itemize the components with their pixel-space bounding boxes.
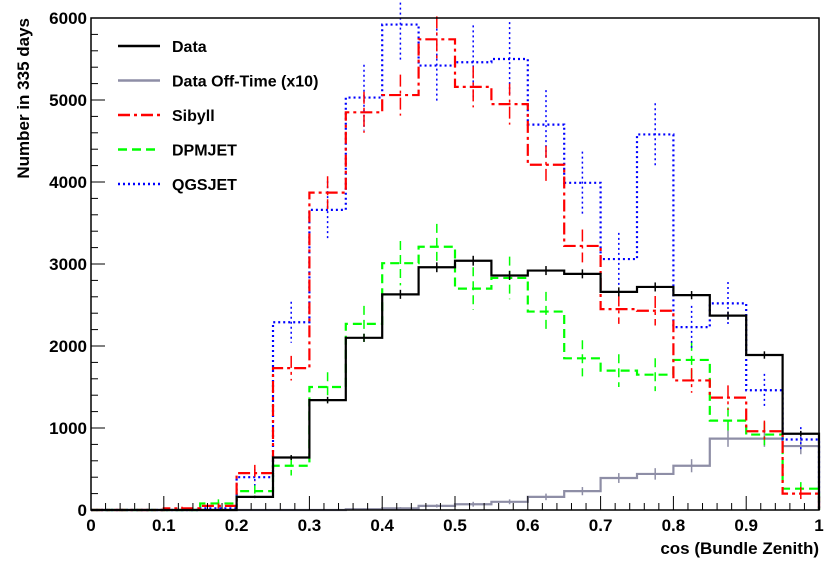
y-axis-label: Number in 335 days <box>14 18 33 179</box>
x-tick-label: 0.8 <box>662 516 686 535</box>
x-tick-label: 0.1 <box>152 516 176 535</box>
y-tick-label: 4000 <box>49 173 87 192</box>
x-axis-label: cos (Bundle Zenith) <box>660 539 819 558</box>
x-tick-label: 0.9 <box>734 516 758 535</box>
x-tick-label: 0.6 <box>516 516 540 535</box>
x-tick-label: 0.4 <box>370 516 394 535</box>
x-tick-label: 0.2 <box>225 516 249 535</box>
legend-entry: QGSJET <box>118 177 237 194</box>
x-tick-label: 0.7 <box>589 516 613 535</box>
y-tick-label: 2000 <box>49 337 87 356</box>
x-tick-label: 0.3 <box>298 516 322 535</box>
legend-entry: Data Off-Time (x10) <box>118 74 318 91</box>
x-tick-label: 0.5 <box>443 516 467 535</box>
legend-label: DPMJET <box>172 143 237 160</box>
legend: Data Data Off-Time (x10) Sibyll DPMJET QGSJE… <box>118 39 318 194</box>
series-sibyll <box>91 16 821 512</box>
x-tick-label: 0 <box>86 516 95 535</box>
y-tick-label: 5000 <box>49 91 87 110</box>
y-tick-label: 3000 <box>49 255 87 274</box>
y-tick-label: 6000 <box>49 9 87 28</box>
x-tick-label: 1 <box>814 516 823 535</box>
legend-entry: Sibyll <box>118 108 215 125</box>
histogram-line <box>91 38 821 512</box>
y-tick-label: 1000 <box>49 419 87 438</box>
legend-label: Data Off-Time (x10) <box>172 74 318 91</box>
ticks: 0 0.1 0.2 0.3 0.4 0.5 0.6 0.7 0.8 0.9 1 0 1000 2000 30… <box>49 9 824 535</box>
plot-lines <box>91 0 821 512</box>
legend-entry: Data <box>118 39 207 56</box>
legend-label: QGSJET <box>172 177 237 194</box>
legend-entry: DPMJET <box>118 143 237 160</box>
y-tick-label: 0 <box>78 501 87 520</box>
legend-label: Data <box>172 39 207 56</box>
histogram-line <box>91 245 821 512</box>
legend-label: Sibyll <box>172 108 215 125</box>
series-data <box>91 255 821 512</box>
